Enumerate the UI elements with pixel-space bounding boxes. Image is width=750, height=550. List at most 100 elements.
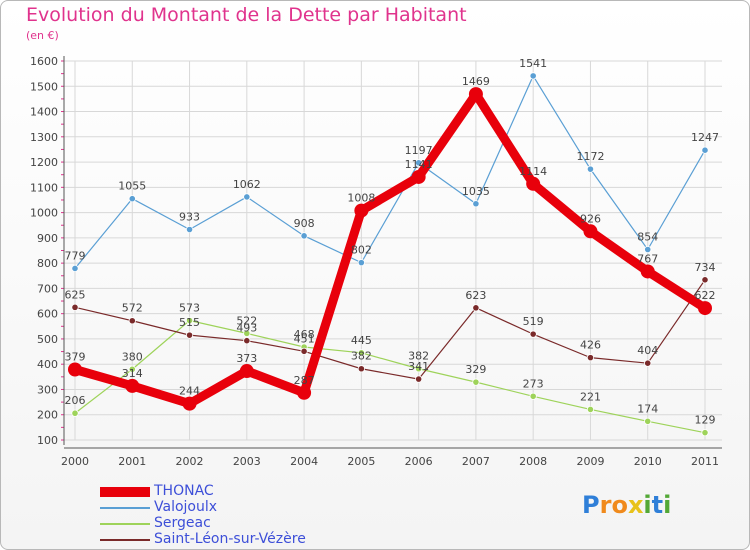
data-point — [472, 304, 480, 312]
y-tick-label: 1400 — [30, 106, 58, 119]
data-label: 1055 — [118, 180, 146, 193]
data-label: 519 — [523, 315, 544, 328]
data-label: 1541 — [519, 57, 547, 70]
data-label: 206 — [65, 394, 86, 407]
data-label: 380 — [122, 350, 143, 363]
data-point — [357, 365, 365, 373]
series-line — [74, 75, 706, 270]
data-point — [529, 392, 537, 400]
data-label: 1008 — [347, 192, 375, 205]
data-point — [357, 349, 365, 357]
series-line — [70, 89, 710, 409]
data-label: 329 — [465, 363, 486, 376]
data-point — [586, 165, 595, 173]
data-point — [526, 176, 541, 191]
data-label: 622 — [695, 289, 716, 302]
logo-letter: x — [627, 491, 644, 519]
x-tick-label: 2010 — [634, 455, 662, 468]
data-label: 426 — [580, 339, 601, 352]
data-label: 129 — [695, 414, 716, 427]
data-point — [243, 337, 251, 345]
y-tick-label: 1100 — [30, 181, 58, 194]
data-label: 341 — [408, 360, 429, 373]
data-point — [701, 276, 709, 284]
y-tick-label: 400 — [37, 358, 58, 371]
chart-title: Evolution du Montant de la Dette par Hab… — [26, 4, 467, 26]
data-point — [644, 359, 652, 367]
data-point — [698, 301, 712, 316]
data-point — [583, 224, 598, 239]
data-label: 625 — [65, 288, 86, 301]
logo-letter: t — [651, 491, 664, 519]
data-point — [71, 264, 79, 273]
data-label: 382 — [408, 350, 429, 363]
data-label: 493 — [236, 322, 257, 335]
data-label: 1197 — [405, 144, 433, 157]
data-point — [128, 195, 136, 203]
legend-swatch — [100, 487, 150, 497]
legend-label: THONAC — [154, 483, 214, 499]
data-label: 1247 — [691, 131, 719, 144]
data-point — [185, 316, 194, 325]
data-point — [354, 203, 369, 218]
data-label: 1114 — [519, 165, 547, 178]
data-label: 382 — [351, 350, 372, 363]
x-tick-label: 2001 — [118, 455, 146, 468]
data-label: 1062 — [233, 178, 261, 191]
x-tick-label: 2007 — [462, 455, 490, 468]
y-tick-label: 1200 — [30, 156, 58, 169]
data-point — [71, 303, 79, 311]
data-point — [472, 378, 480, 386]
data-point — [243, 329, 251, 337]
data-point — [644, 245, 652, 254]
y-tick-label: 900 — [37, 232, 58, 245]
data-label: 573 — [179, 301, 200, 314]
data-point — [243, 193, 251, 201]
data-point — [239, 364, 254, 379]
data-point — [415, 365, 423, 373]
data-point — [529, 72, 537, 80]
y-tick-label: 1500 — [30, 80, 58, 93]
y-tick-label: 1300 — [30, 131, 58, 144]
data-label: 273 — [523, 377, 544, 390]
data-label: 451 — [294, 332, 315, 345]
data-point — [297, 385, 312, 400]
data-label: 572 — [122, 302, 143, 315]
data-point — [468, 87, 483, 102]
data-label: 522 — [236, 314, 257, 327]
data-point — [182, 396, 197, 411]
y-tick-label: 600 — [37, 308, 58, 321]
data-label: 221 — [580, 390, 601, 403]
legend-label: Valojoulx — [154, 499, 218, 515]
x-tick-label: 2005 — [347, 455, 375, 468]
data-point — [529, 330, 537, 338]
data-label: 287 — [294, 374, 315, 387]
data-point — [472, 200, 480, 208]
y-tick-label: 800 — [37, 257, 58, 270]
data-label: 404 — [637, 344, 658, 357]
legend-label: Saint-Léon-sur-Vézère — [154, 531, 306, 547]
logo-letter: i — [663, 491, 672, 519]
y-tick-label: 100 — [37, 434, 58, 447]
data-label: 908 — [294, 217, 315, 230]
x-tick-label: 2000 — [61, 455, 89, 468]
series-line — [74, 279, 706, 380]
data-label: 926 — [580, 212, 601, 225]
data-point — [300, 347, 308, 355]
data-label: 244 — [179, 385, 200, 398]
data-point — [125, 378, 140, 393]
data-label: 1035 — [462, 185, 490, 198]
data-label: 1172 — [576, 150, 604, 163]
legend-label: Sergeac — [154, 515, 211, 531]
data-point — [701, 429, 709, 437]
logo-letter: o — [611, 491, 628, 519]
x-tick-label: 2009 — [576, 455, 604, 468]
chart-subtitle: (en €) — [26, 29, 59, 42]
x-tick-label: 2003 — [233, 455, 261, 468]
x-tick-label: 2002 — [176, 455, 204, 468]
data-label: 445 — [351, 334, 372, 347]
data-label: 468 — [294, 328, 315, 341]
legend-swatch — [100, 523, 150, 525]
